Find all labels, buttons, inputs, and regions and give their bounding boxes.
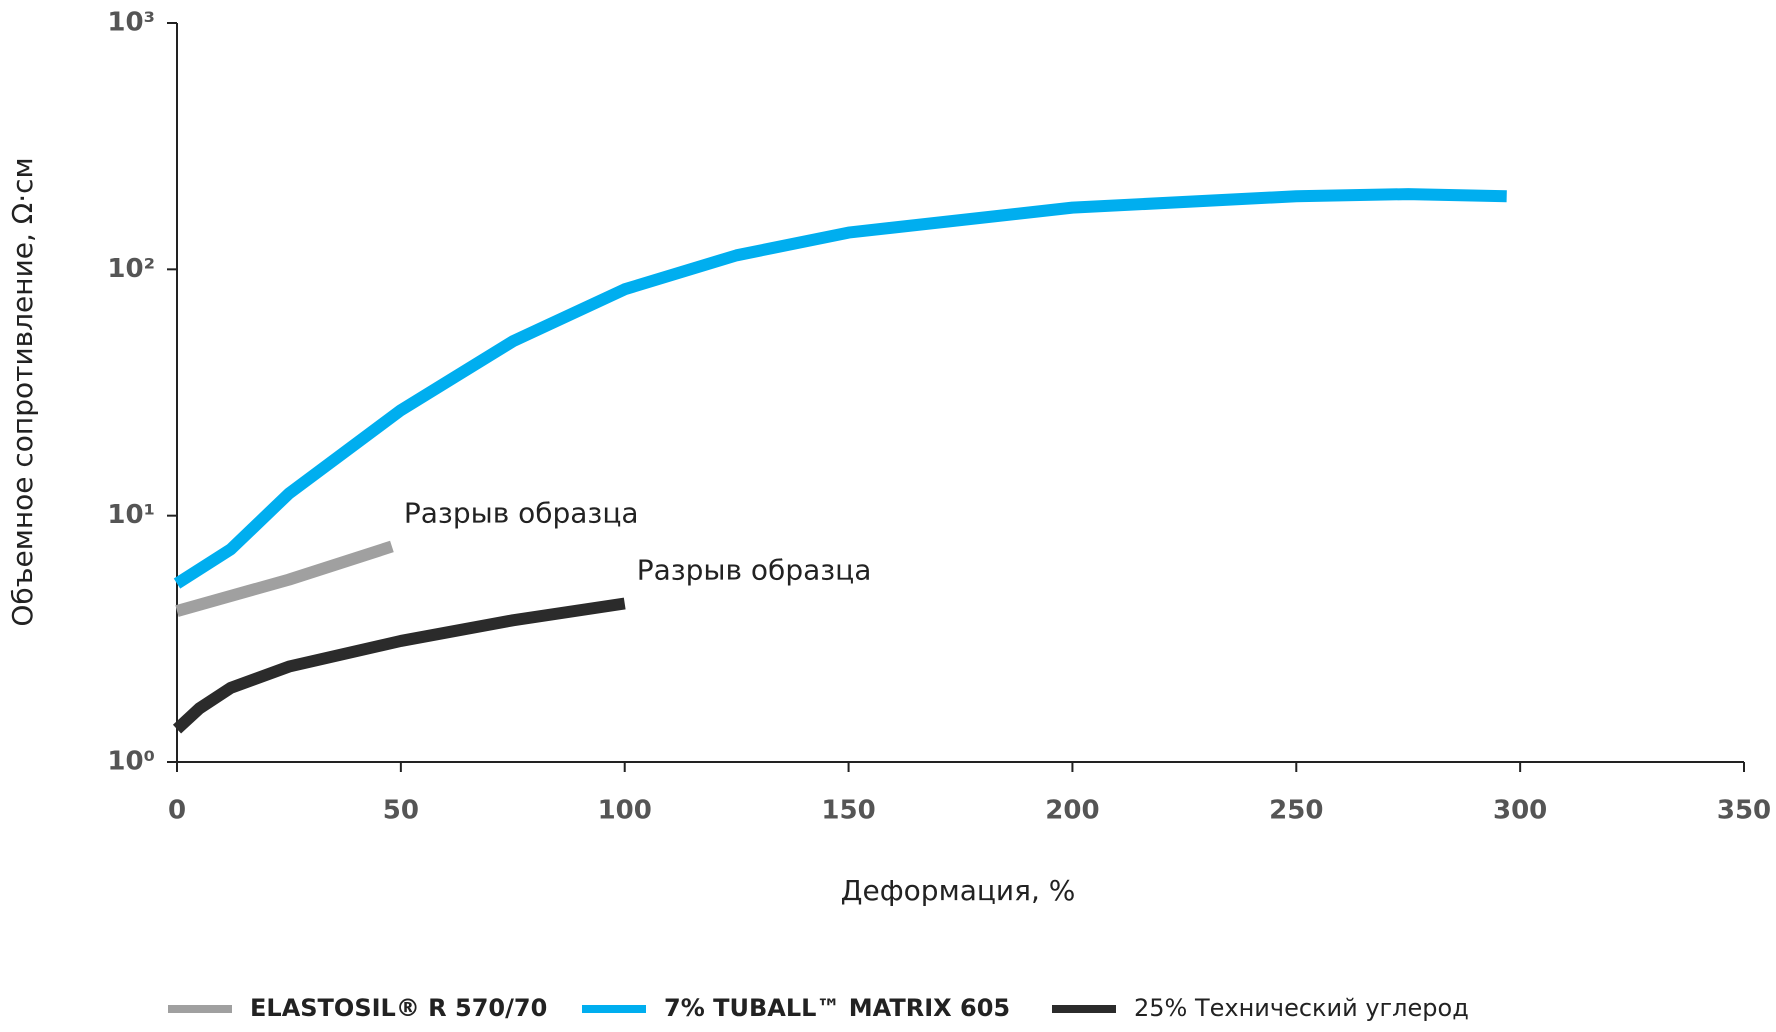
x-tick-label: 200 xyxy=(1045,796,1099,826)
x-tick-label: 100 xyxy=(598,796,652,826)
series-line xyxy=(172,597,626,734)
x-axis-title: Деформация, % xyxy=(841,874,1076,907)
x-tick-label: 250 xyxy=(1269,796,1323,826)
series-line xyxy=(173,188,1507,589)
y-tick-label: 10² xyxy=(107,254,155,284)
legend-label: 25% Технический углерод xyxy=(1134,994,1469,1022)
y-tick-label: 10⁰ xyxy=(107,747,155,777)
legend-label: 7% TUBALL™ MATRIX 605 xyxy=(664,994,1010,1022)
x-tick-label: 0 xyxy=(168,796,186,826)
y-axis-title: Объемное сопротивление, Ω·см xyxy=(6,157,39,626)
annotation: Разрыв образца xyxy=(404,496,639,529)
series-line xyxy=(175,540,394,617)
y-tick-label: 10¹ xyxy=(107,500,155,530)
x-tick-label: 150 xyxy=(821,796,875,826)
legend-label: ELASTOSIL® R 570/70 xyxy=(250,994,547,1022)
y-tick-label: 10³ xyxy=(107,8,155,38)
x-tick-label: 350 xyxy=(1717,796,1771,826)
x-tick-label: 300 xyxy=(1493,796,1547,826)
annotation: Разрыв образца xyxy=(637,553,872,586)
x-tick-label: 50 xyxy=(383,796,419,826)
